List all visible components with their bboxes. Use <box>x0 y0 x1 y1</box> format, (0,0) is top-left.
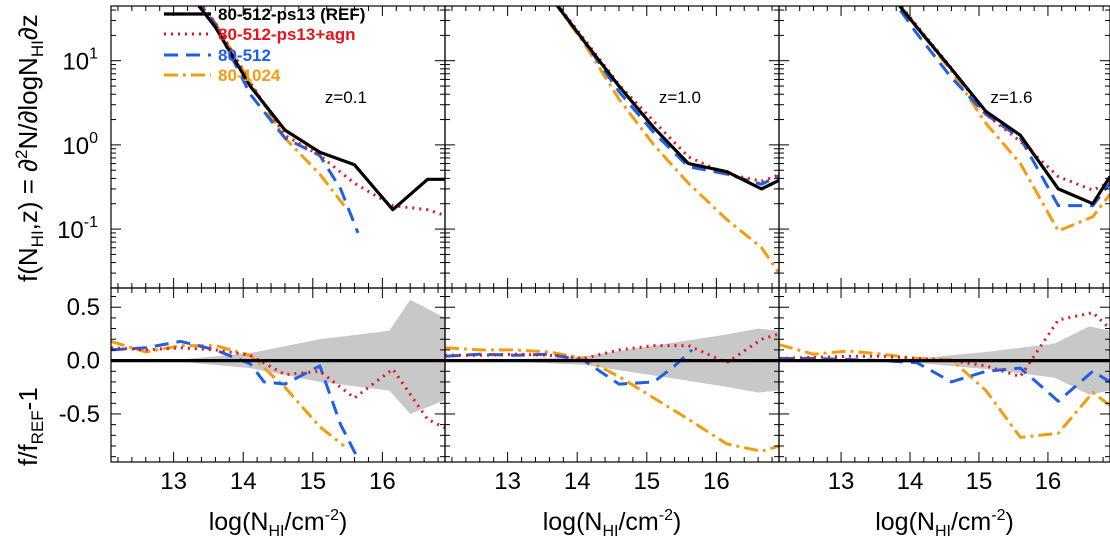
legend-label-1: 80-512-ps13 (REF) <box>218 5 365 24</box>
frame-top-panel-2 <box>444 5 780 289</box>
legend-label-3: 80-512 <box>218 46 271 65</box>
x-axis-label-panel-2: log(NHI/cm-2) <box>543 507 682 540</box>
y-axis-label-bottom: f/fREF-1 <box>13 387 47 466</box>
series-80-512-top-panel-2 <box>556 6 779 186</box>
x-tick-label-14-panel-3: 14 <box>897 468 924 495</box>
frame-bottom-panel-3 <box>778 287 1110 463</box>
x-tick-label-15-panel-1: 15 <box>299 468 326 495</box>
x-axis-label-panel-1: log(NHI/cm-2) <box>209 507 348 540</box>
series-80-1024-top-panel-2 <box>555 6 779 274</box>
y-tick-label-top-1e-1: 10-1 <box>57 214 98 244</box>
series-80-512-ps13-agn-top-panel-3 <box>899 6 1110 192</box>
series-80-512-ps13-agn-bottom-panel-2 <box>445 332 779 365</box>
series-80-512-ps13-agn-top-panel-2 <box>556 6 779 183</box>
x-tick-label-16-panel-3: 16 <box>1035 468 1062 495</box>
x-tick-label-13-panel-2: 13 <box>494 468 521 495</box>
series-80-512-bottom-panel-1 <box>111 339 360 460</box>
y-tick-label-top-1e1: 101 <box>62 46 98 76</box>
y-tick-label-bottom-0: 0.0 <box>67 348 100 375</box>
x-tick-label-13-panel-1: 13 <box>160 468 187 495</box>
series-80-512-ps13-agn-bottom-panel-3 <box>779 311 1110 379</box>
frame-top-panel-3 <box>778 5 1110 289</box>
y-tick-label-top-1e0: 100 <box>62 130 98 160</box>
x-tick-label-16-panel-1: 16 <box>369 468 396 495</box>
series-80-512-top-panel-3 <box>895 6 1110 208</box>
series-80-1024-top-panel-1 <box>200 6 346 207</box>
y-tick-label-bottom--0.5: -0.5 <box>59 401 100 428</box>
series-80-512-ps13-ref--top-panel-3 <box>897 6 1110 206</box>
series-80-512-ps13-ref--top-panel-1 <box>196 6 445 212</box>
series-80-512-top-panel-1 <box>199 6 360 234</box>
series-80-1024-bottom-panel-2 <box>445 346 779 453</box>
redshift-label-panel-1: z=0.1 <box>325 88 367 107</box>
x-tick-label-15-panel-2: 15 <box>633 468 660 495</box>
redshift-label-panel-2: z=1.0 <box>659 88 701 107</box>
series-80-1024-top-panel-3 <box>898 6 1110 233</box>
series-80-512-ps13-ref--top-panel-2 <box>555 6 779 191</box>
y-tick-label-bottom-0.5: 0.5 <box>67 294 100 321</box>
redshift-label-panel-3: z=1.6 <box>990 88 1032 107</box>
x-tick-label-14-panel-1: 14 <box>230 468 257 495</box>
x-axis-label-panel-3: log(NHI/cm-2) <box>875 507 1014 540</box>
x-tick-label-16-panel-2: 16 <box>703 468 730 495</box>
x-tick-label-15-panel-3: 15 <box>966 468 993 495</box>
x-tick-label-14-panel-2: 14 <box>564 468 591 495</box>
legend-label-4: 80-1024 <box>218 66 281 85</box>
band-panel-1 <box>111 299 445 414</box>
legend-label-2: 80-512-ps13+agn <box>218 25 356 44</box>
frame-top-panel-1 <box>110 5 446 289</box>
y-axis-label-top: f(NHI,z) = ∂2N/∂logNHI∂z <box>12 14 47 282</box>
x-tick-label-13-panel-3: 13 <box>828 468 855 495</box>
